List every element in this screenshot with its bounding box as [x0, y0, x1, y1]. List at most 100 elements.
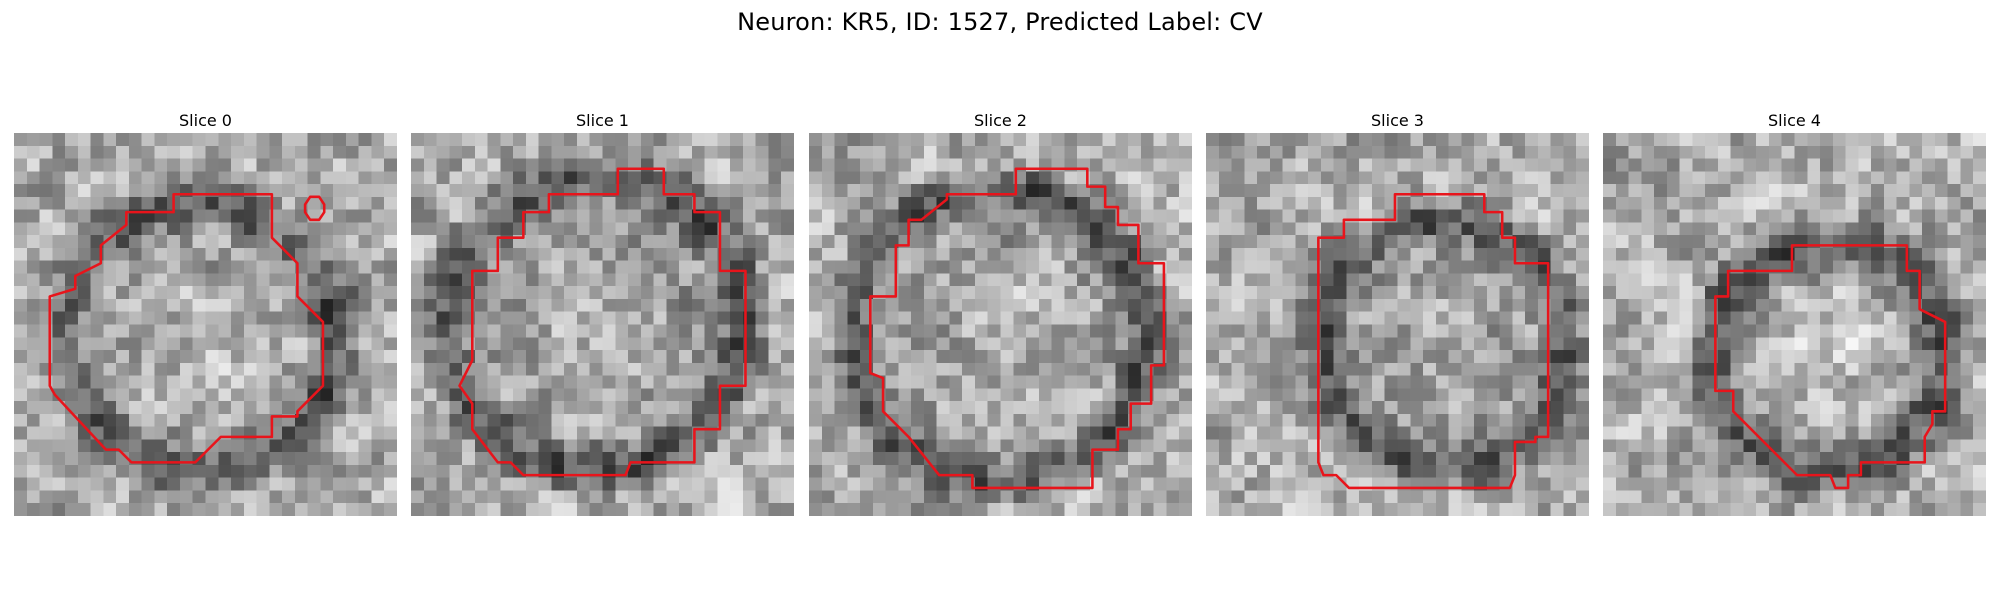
- pixel: [564, 222, 577, 236]
- pixel: [847, 426, 861, 440]
- pixel: [1666, 477, 1680, 491]
- pixel: [1115, 235, 1129, 248]
- pixel: [679, 311, 692, 325]
- pixel: [256, 388, 270, 402]
- pixel: [345, 298, 359, 312]
- pixel: [781, 171, 794, 185]
- pixel: [1743, 490, 1757, 504]
- pixel: [1794, 388, 1808, 402]
- pixel: [1013, 273, 1027, 287]
- pixel: [834, 362, 848, 376]
- pixel: [653, 133, 667, 146]
- pixel: [936, 375, 950, 389]
- pixel: [1410, 260, 1424, 274]
- pixel: [809, 452, 822, 465]
- pixel: [436, 260, 450, 274]
- pixel: [885, 375, 899, 389]
- pixel: [1820, 401, 1833, 414]
- pixel: [1896, 311, 1910, 325]
- pixel: [1013, 350, 1027, 363]
- pixel: [77, 439, 91, 453]
- pixel: [1128, 196, 1141, 210]
- pixel: [1089, 311, 1103, 325]
- pixel: [1282, 490, 1296, 504]
- pixel: [1807, 222, 1821, 236]
- pixel: [1206, 388, 1219, 402]
- pixel: [474, 452, 488, 465]
- pixel: [730, 401, 743, 414]
- pixel: [551, 171, 565, 185]
- pixel: [679, 158, 692, 172]
- pixel: [1461, 362, 1475, 376]
- pixel: [1896, 388, 1910, 402]
- pixel: [26, 298, 40, 312]
- pixel: [1179, 222, 1192, 236]
- pixel: [1973, 196, 1986, 210]
- pixel: [14, 209, 27, 223]
- pixel: [1448, 426, 1462, 440]
- pixel: [949, 298, 963, 312]
- pixel: [1654, 464, 1667, 478]
- pixel: [1730, 375, 1744, 389]
- pixel: [1244, 337, 1258, 351]
- pixel: [513, 439, 526, 453]
- pixel: [1603, 298, 1616, 312]
- pixel: [679, 222, 692, 236]
- pixel: [809, 184, 822, 197]
- pixel: [1423, 350, 1436, 363]
- pixel: [1269, 273, 1283, 287]
- pixel: [1679, 464, 1693, 478]
- pixel: [1179, 375, 1192, 389]
- pixel: [781, 401, 794, 414]
- pixel: [730, 490, 743, 504]
- pixel: [781, 337, 794, 351]
- pixel: [821, 477, 835, 491]
- pixel: [1845, 298, 1859, 312]
- pixel: [781, 388, 794, 402]
- pixel: [1909, 439, 1923, 453]
- pixel: [1845, 145, 1859, 159]
- pixel: [1359, 158, 1372, 172]
- pixel: [1896, 145, 1910, 159]
- pixel: [1166, 337, 1180, 351]
- pixel: [487, 311, 501, 325]
- pixel: [77, 401, 91, 414]
- pixel: [1166, 273, 1180, 287]
- pixel: [1013, 260, 1027, 274]
- pixel: [1499, 350, 1513, 363]
- pixel: [1576, 464, 1589, 478]
- pixel: [1563, 260, 1577, 274]
- pixel: [1244, 158, 1258, 172]
- pixel: [1717, 413, 1731, 427]
- pixel: [1820, 145, 1833, 159]
- pixel: [1973, 209, 1986, 223]
- pixel: [1218, 247, 1232, 261]
- pixel: [974, 145, 988, 159]
- pixel: [487, 362, 501, 376]
- pixel: [755, 184, 769, 197]
- pixel: [809, 388, 822, 402]
- pixel: [768, 209, 782, 223]
- pixel: [474, 350, 488, 363]
- pixel: [1000, 235, 1014, 248]
- pixel: [1820, 222, 1833, 236]
- pixel: [1858, 490, 1872, 504]
- pixel: [1743, 503, 1757, 516]
- pixel: [911, 464, 924, 478]
- pixel: [1781, 401, 1795, 414]
- pixel: [231, 171, 244, 185]
- pixel: [1423, 235, 1436, 248]
- pixel: [691, 286, 705, 299]
- pixel: [487, 337, 501, 351]
- pixel: [847, 273, 861, 287]
- pixel: [691, 247, 705, 261]
- pixel: [1615, 298, 1629, 312]
- pixel: [1692, 362, 1706, 376]
- pixel: [1423, 133, 1436, 146]
- pixel: [1410, 401, 1424, 414]
- pixel: [358, 273, 372, 287]
- pixel: [1807, 324, 1821, 338]
- pixel: [809, 324, 822, 338]
- pixel: [205, 196, 219, 210]
- pixel: [90, 464, 104, 478]
